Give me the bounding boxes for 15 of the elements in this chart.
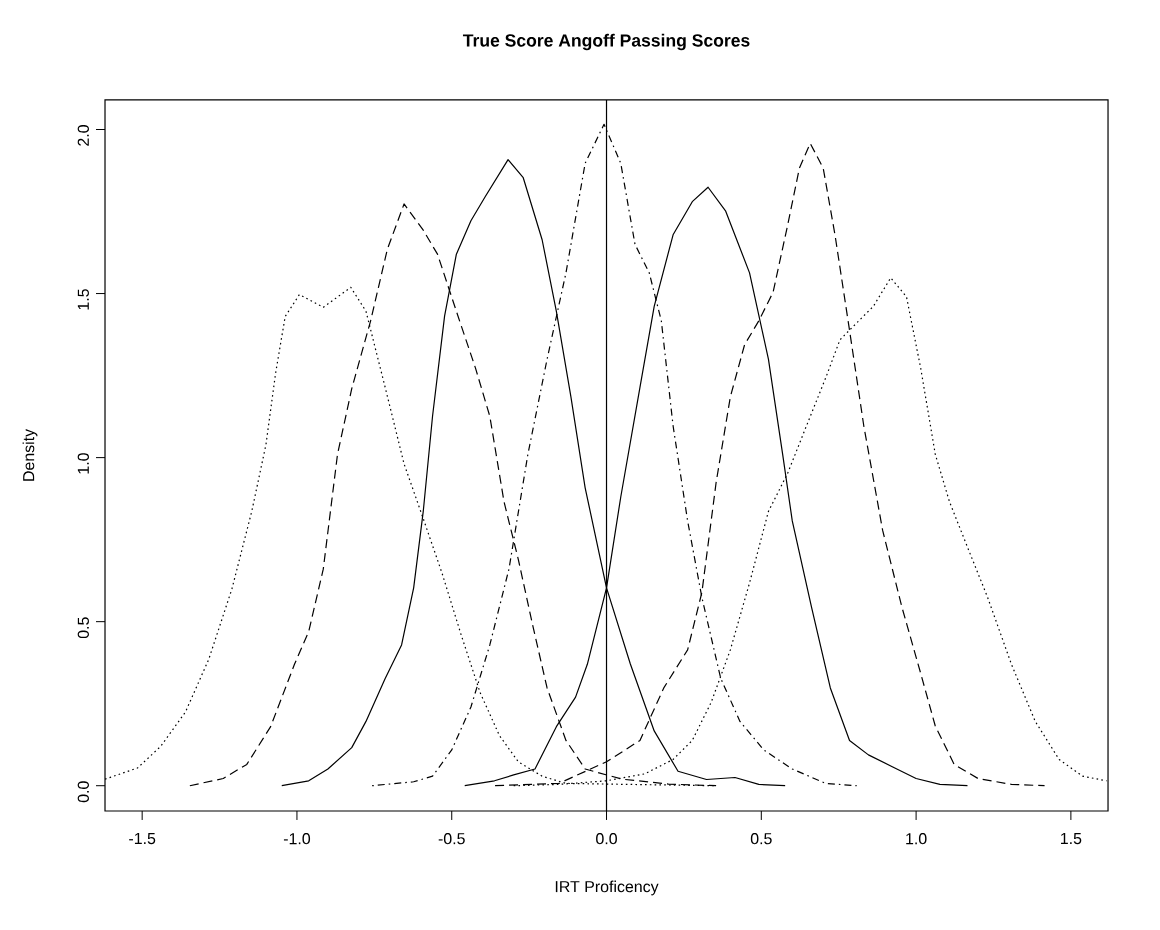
y-tick-label: 0.0: [77, 781, 89, 803]
x-tick-label: -1.5: [129, 833, 156, 845]
y-tick-label: 1.5: [77, 289, 89, 310]
y-tick-label: 0.5: [77, 617, 89, 639]
x-tick-label: 1.0: [906, 833, 927, 845]
x-tick-label: 1.5: [1061, 833, 1082, 845]
x-axis-title: IRT Proficency: [555, 880, 659, 896]
x-tick-label: 0.5: [750, 833, 772, 845]
x-tick-label: 0.0: [596, 833, 617, 845]
y-axis-title: Density: [22, 428, 38, 481]
x-tick-label: -0.5: [438, 833, 465, 845]
chart-title: True Score Angoff Passing Scores: [462, 33, 750, 51]
y-tick-label: 2.0: [77, 125, 89, 146]
x-tick-label: -1.0: [283, 833, 311, 845]
y-tick-label: 1.0: [77, 453, 89, 474]
